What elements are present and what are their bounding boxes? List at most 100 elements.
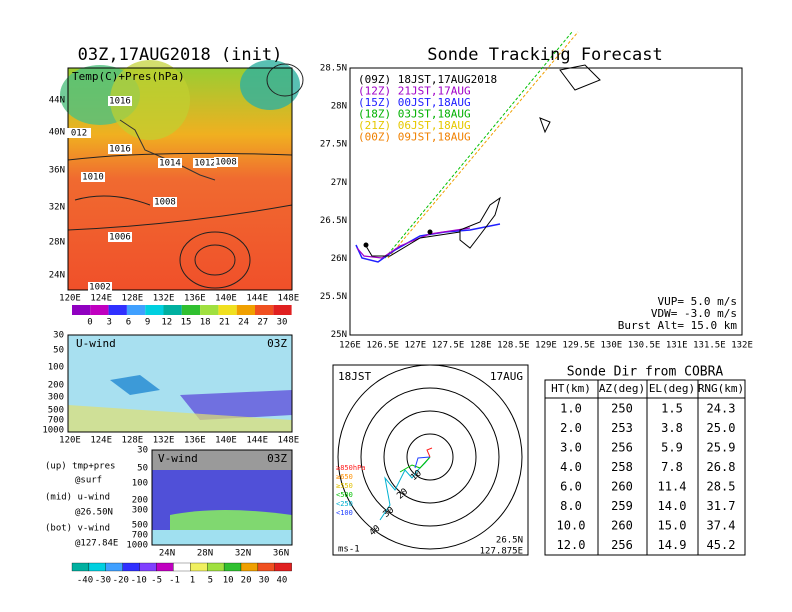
- table-cell: 25.0: [707, 421, 736, 435]
- colorbar-cell: [200, 305, 219, 315]
- lat-label: 24N: [159, 549, 175, 559]
- p-label: 30: [53, 331, 64, 341]
- table-cell: 14.9: [658, 538, 687, 552]
- lon-label: 128E: [470, 341, 492, 351]
- contour-label-bg: [108, 144, 132, 154]
- lon-label: 132E: [731, 341, 753, 351]
- colorbar-label: 27: [257, 318, 268, 328]
- table-cell: 260: [611, 519, 633, 533]
- contour-label-bg: [158, 158, 182, 168]
- colorbar-cell: [240, 562, 259, 572]
- note: @127.84E: [75, 539, 118, 549]
- hodograph: [332, 364, 529, 556]
- colorbar-label: 15: [181, 318, 192, 328]
- colorbar-label: -20: [113, 576, 129, 586]
- colorbar-label: -40: [77, 576, 93, 586]
- p-label: 700: [132, 531, 148, 541]
- contour-label-bg: [108, 96, 132, 106]
- table-cell: 259: [611, 499, 633, 513]
- lon-label: 124E: [90, 436, 112, 446]
- table-header: RNG(km): [698, 382, 744, 395]
- lon-label: 126.5E: [366, 341, 399, 351]
- colorbar-label: 21: [219, 318, 230, 328]
- table-cell: 26.8: [707, 460, 736, 474]
- note: (up) tmp+pres: [45, 462, 115, 472]
- table-cell: 12.0: [557, 538, 586, 552]
- contour-label: 1016: [109, 97, 131, 107]
- polar-legend: ≥850hPa: [336, 464, 366, 472]
- param: Burst Alt= 15.0 km: [618, 319, 738, 332]
- p-label: 1000: [42, 426, 64, 436]
- colorbar-label: -1: [169, 576, 180, 586]
- lat-label: 32N: [235, 549, 251, 559]
- colorbar-label: -10: [131, 576, 147, 586]
- note: @surf: [75, 476, 102, 486]
- lat-label: 24N: [49, 271, 65, 281]
- lat-label: 28.5N: [320, 64, 347, 74]
- colorbar-label: 3: [106, 318, 111, 328]
- contour-label-bg: [81, 172, 105, 182]
- panel-time: 03Z: [267, 452, 287, 465]
- colorbar-cell: [145, 305, 164, 315]
- colorbar-label: 9: [145, 318, 150, 328]
- colorbar-label: 12: [161, 318, 172, 328]
- lon-label: 129E: [535, 341, 557, 351]
- contour-label-bg: [153, 197, 177, 207]
- note: @26.50N: [75, 508, 113, 518]
- param: VDW= -3.0 m/s: [651, 307, 737, 320]
- lat-label: 28N: [49, 238, 65, 248]
- legend-entry: (00Z) 09JST,18AUG: [358, 131, 471, 144]
- p-label: 300: [132, 506, 148, 516]
- polar-date: 17AUG: [490, 370, 523, 383]
- colorbar-label: 6: [126, 318, 131, 328]
- contour-label: 1008: [154, 198, 176, 208]
- lon-label: 120E: [59, 294, 81, 304]
- v-wind-panel: [151, 449, 293, 546]
- contour-label: 1010: [82, 173, 104, 183]
- lon-label: 131.5E: [693, 341, 726, 351]
- colorbar-label: 24: [238, 318, 249, 328]
- table-cell: 7.8: [661, 460, 683, 474]
- table-header: AZ(deg): [599, 382, 645, 395]
- polar-legend: ≥650: [336, 473, 353, 481]
- table-cell: 3.8: [661, 421, 683, 435]
- table-cell: 31.7: [707, 499, 736, 513]
- colorbar-cell: [72, 305, 91, 315]
- table-header: EL(deg): [649, 382, 695, 395]
- table-cell: 14.0: [658, 499, 687, 513]
- colorbar-label: 10: [223, 576, 234, 586]
- lon-label: 148E: [278, 436, 300, 446]
- lat-label: 28N: [331, 102, 347, 112]
- legend-entry: (21Z) 06JST,18AUG: [358, 119, 471, 132]
- lat-label: 25.5N: [320, 292, 347, 302]
- contour-label: 1014: [159, 159, 181, 169]
- table-cell: 15.0: [658, 519, 687, 533]
- colorbar-label: 18: [200, 318, 211, 328]
- lon-label: 127.5E: [432, 341, 465, 351]
- contour-label: 012: [71, 129, 87, 139]
- table-cell: 24.3: [707, 402, 736, 416]
- p-label: 300: [48, 393, 64, 403]
- colorbar-cell: [108, 305, 127, 315]
- table-cell: 37.4: [707, 519, 736, 533]
- lat-label: 36N: [49, 166, 65, 176]
- table-cell: 4.0: [560, 460, 582, 474]
- colorbar-label: 5: [208, 576, 213, 586]
- colorbar-cell: [71, 562, 90, 572]
- polar-legend: <500: [336, 491, 353, 499]
- contour-label-bg: [67, 128, 91, 138]
- legend-entry: (18Z) 03JST,18AUG: [358, 108, 471, 121]
- p-label: 200: [48, 381, 64, 391]
- colorbar-label: -30: [95, 576, 111, 586]
- table-cell: 250: [611, 402, 633, 416]
- colorbar-label: -5: [151, 576, 162, 586]
- p-label: 30: [137, 446, 148, 456]
- lat-label: 25N: [331, 330, 347, 340]
- lat-label: 36N: [273, 549, 289, 559]
- colorbar-cell: [173, 562, 191, 572]
- legend-entry: (15Z) 00JST,18AUG: [358, 96, 471, 109]
- panel-time: 03Z: [267, 337, 287, 350]
- lon-label: 127E: [404, 341, 426, 351]
- p-label: 50: [137, 464, 148, 474]
